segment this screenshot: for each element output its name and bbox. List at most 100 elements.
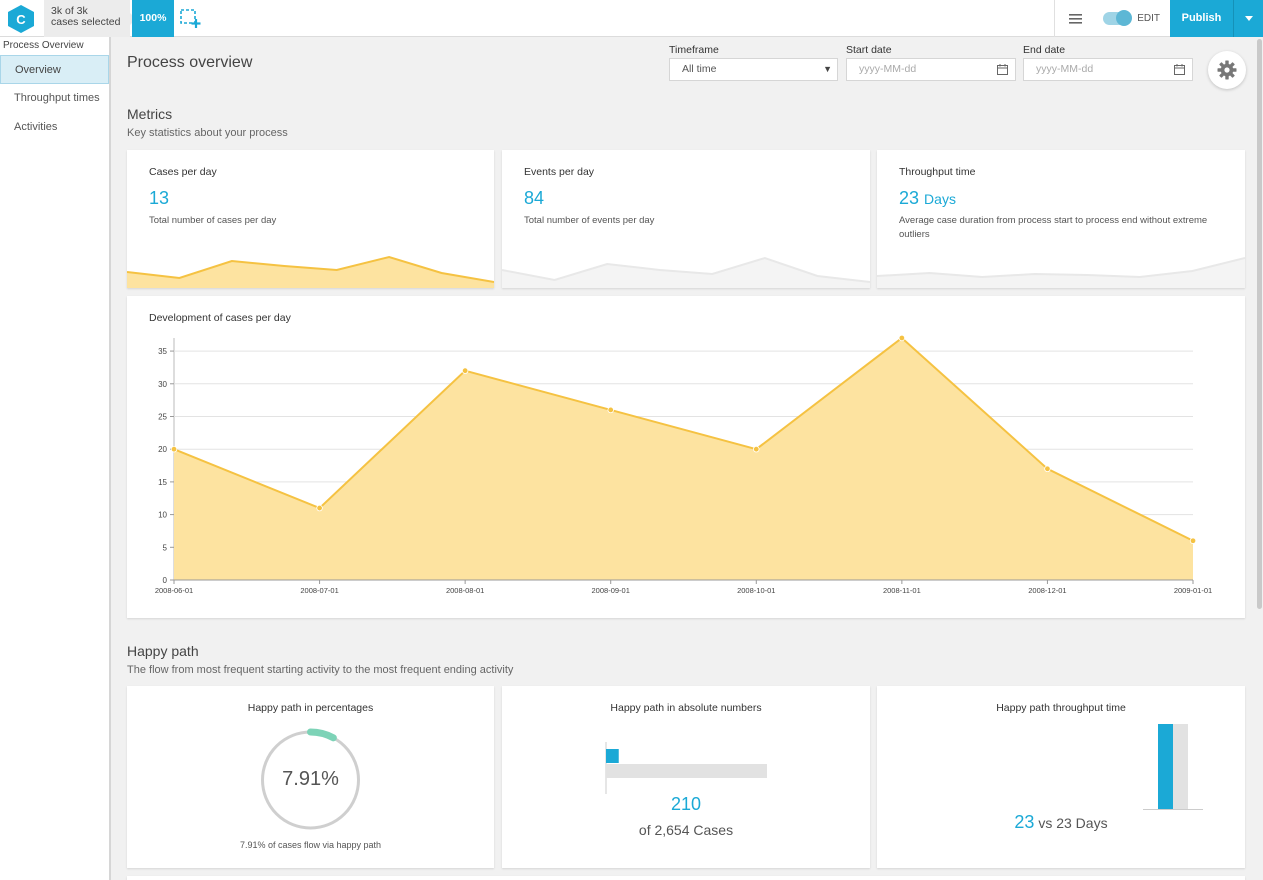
publish-dropdown-button[interactable] [1234, 0, 1263, 37]
end-date-placeholder: yyyy-MM-dd [1036, 63, 1094, 75]
metric-description: Average case duration from process start… [899, 215, 1208, 240]
data-point [170, 445, 178, 453]
settings-button[interactable] [1208, 51, 1246, 89]
sidebar-item-overview[interactable]: Overview [0, 55, 109, 84]
happy-path-cases-value: 210 [670, 794, 702, 814]
sparkline-throughput [877, 257, 1245, 288]
happy-path-percent-value: 7.91% [282, 768, 339, 790]
calendar-icon[interactable] [1174, 64, 1185, 75]
vertical-scrollbar[interactable] [1256, 37, 1263, 880]
development-chart-card: Development of cases per day 0 5 10 15 20 25 3… [127, 296, 1245, 618]
gear-icon [1217, 60, 1237, 80]
y-tick-label: 25 [158, 412, 167, 421]
happy-path-subtitle: The flow from most frequent starting act… [127, 664, 514, 676]
metric-description: Total number of cases per day [149, 215, 277, 226]
metric-card-events-per-day[interactable]: Events per day 84 Total number of events… [502, 150, 870, 288]
happy-path-bar [606, 749, 619, 763]
card-title: Happy path in percentages [247, 702, 374, 714]
happy-path-donut [261, 728, 360, 830]
x-tick-label: 2008-08-01 [446, 586, 484, 595]
hamburger-menu-icon[interactable] [1055, 0, 1095, 37]
area-fill [174, 338, 1193, 580]
metric-description: Total number of events per day [524, 215, 655, 226]
happy-path-caption: 7.91% of cases flow via happy path [239, 840, 382, 850]
x-tick-label: 2008-10-01 [737, 586, 775, 595]
metric-title: Cases per day [149, 166, 217, 178]
dropdown-arrow-icon: ▼ [823, 64, 832, 74]
selection-percent-badge[interactable]: 100% [132, 0, 174, 37]
data-point [1189, 537, 1197, 544]
card-title: Happy path in absolute numbers [610, 702, 762, 714]
data-point [1044, 465, 1051, 473]
x-tick-label: 2008-06-01 [155, 586, 193, 595]
x-tick-label: 2008-12-01 [1028, 586, 1066, 595]
scrollbar-thumb[interactable] [1257, 39, 1262, 609]
timeframe-value: All time [682, 63, 717, 75]
selection-label: cases selected [51, 16, 121, 28]
edit-switch[interactable] [1103, 10, 1133, 26]
sparkline-line [502, 256, 870, 283]
end-date-label: End date [1023, 44, 1066, 56]
donut-happy-arc [307, 728, 337, 742]
caret-down-icon [1244, 16, 1253, 21]
happy-path-percent-card[interactable]: Happy path in percentages 7.91% 7.91% of… [127, 686, 494, 868]
start-date-input[interactable]: yyyy-MM-dd [846, 58, 1016, 81]
publish-button[interactable]: Publish [1170, 0, 1234, 37]
metric-card-cases-per-day[interactable]: Cases per day 13 Total number of cases p… [127, 150, 494, 288]
y-tick-label: 5 [163, 543, 168, 552]
happy-path-throughput-card[interactable]: Happy path throughput time 23 vs 23 Days [877, 686, 1245, 868]
metric-value: 84 [524, 188, 545, 208]
y-tick-label: 30 [158, 380, 167, 389]
y-tick-label: 20 [158, 445, 167, 454]
main-content: Process overview Timeframe All time ▼ St… [113, 37, 1251, 880]
metrics-subtitle: Key statistics about your process [127, 127, 288, 139]
data-point [461, 367, 469, 374]
metric-value: 23 Days [899, 188, 956, 208]
metric-value: 13 [149, 188, 170, 208]
sparkline-area [877, 258, 1245, 288]
total-cases-bar [606, 764, 767, 778]
edit-label: EDIT [1137, 13, 1160, 24]
add-selection-icon[interactable] [180, 9, 202, 29]
sparkline-area [127, 257, 494, 288]
logo-letter: C [16, 12, 26, 27]
happy-path-absolute-bars [605, 742, 767, 794]
sidebar-item-throughput-times[interactable]: Throughput times [14, 92, 100, 104]
data-point [753, 445, 760, 453]
app-logo-icon[interactable]: C [8, 5, 34, 33]
sparkline-line [877, 257, 1245, 279]
metrics-title: Metrics [127, 106, 173, 122]
top-bar: C 3k of 3k cases selected 100% EDIT Publ… [0, 0, 1263, 37]
metric-card-throughput-time[interactable]: Throughput time 23 Days Average case dur… [877, 150, 1245, 288]
overall-duration-bar [1173, 724, 1188, 809]
x-tick-label: 2008-07-01 [300, 586, 338, 595]
sparkline-events [502, 256, 870, 288]
page-title: Process overview [127, 54, 253, 71]
end-date-input[interactable]: yyyy-MM-dd [1023, 58, 1193, 81]
happy-path-throughput-bars [1143, 724, 1203, 810]
x-tick-label: 2008-09-01 [592, 586, 630, 595]
happy-path-absolute-card[interactable]: Happy path in absolute numbers 210 of 2,… [502, 686, 870, 868]
calendar-icon[interactable] [997, 64, 1008, 75]
timeframe-select[interactable]: All time ▼ [669, 58, 838, 81]
selection-count: 3k of 3k [51, 5, 88, 17]
timeframe-label: Timeframe [669, 44, 719, 56]
happy-path-title: Happy path [127, 643, 199, 659]
x-tick-label: 2009-01-01 [1174, 586, 1212, 595]
card-title: Happy path throughput time [996, 702, 1126, 714]
happy-path-duration-bar [1158, 724, 1173, 809]
data-point [316, 504, 323, 512]
cases-selection[interactable]: 3k of 3k cases selected [44, 0, 136, 37]
sparkline-line [127, 255, 494, 283]
edit-toggle[interactable]: EDIT [1095, 0, 1170, 37]
metric-title: Events per day [524, 166, 595, 178]
sidebar: Process Overview Overview Throughput tim… [0, 37, 111, 880]
sidebar-item-activities[interactable]: Activities [14, 121, 58, 133]
metric-title: Throughput time [899, 166, 976, 178]
sidebar-title: Process Overview [3, 40, 84, 51]
start-date-placeholder: yyyy-MM-dd [859, 63, 917, 75]
series-line [173, 336, 1194, 542]
happy-path-throughput-value: 23 vs 23 Days [1014, 812, 1108, 832]
sparkline-cases [127, 255, 494, 288]
y-tick-label: 10 [158, 511, 167, 520]
